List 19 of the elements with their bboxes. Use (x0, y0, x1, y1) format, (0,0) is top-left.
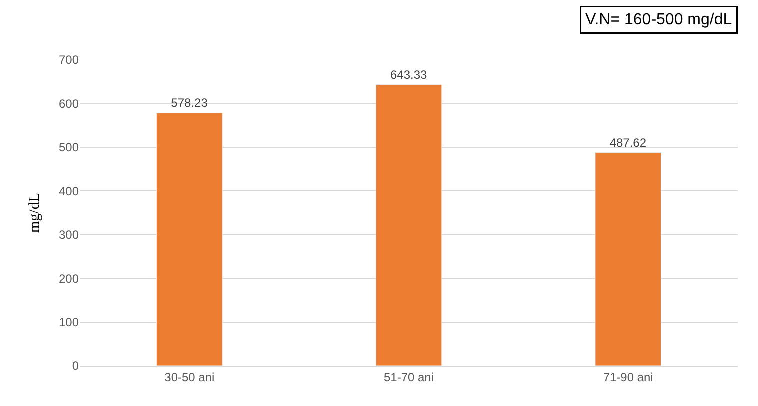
x-tick-label: 71-90 ani (603, 370, 654, 384)
text: V.N= 160-500 mg/dL (586, 12, 732, 28)
y-tick-label: 700 (58, 53, 80, 68)
y-tick-label: 600 (58, 96, 80, 111)
y-tick-label: 300 (58, 228, 80, 242)
y-tick-label: 500 (58, 140, 80, 155)
y-tick-label: 200 (58, 272, 80, 286)
data-label: 487.62 (610, 136, 647, 150)
y-tick-label: 100 (58, 315, 80, 330)
bar (595, 152, 662, 366)
bar (376, 84, 442, 366)
x-tick-label: 30-50 ani (164, 370, 215, 384)
y-axis-title: mg/dL (27, 193, 44, 233)
y-tick-label: 400 (58, 184, 80, 198)
x-tick-label: 51-70 ani (384, 370, 434, 384)
y-tick-label: 0 (72, 359, 80, 374)
data-label: 643.33 (390, 68, 428, 82)
data-label: 578.23 (171, 96, 208, 110)
bar (156, 112, 223, 366)
